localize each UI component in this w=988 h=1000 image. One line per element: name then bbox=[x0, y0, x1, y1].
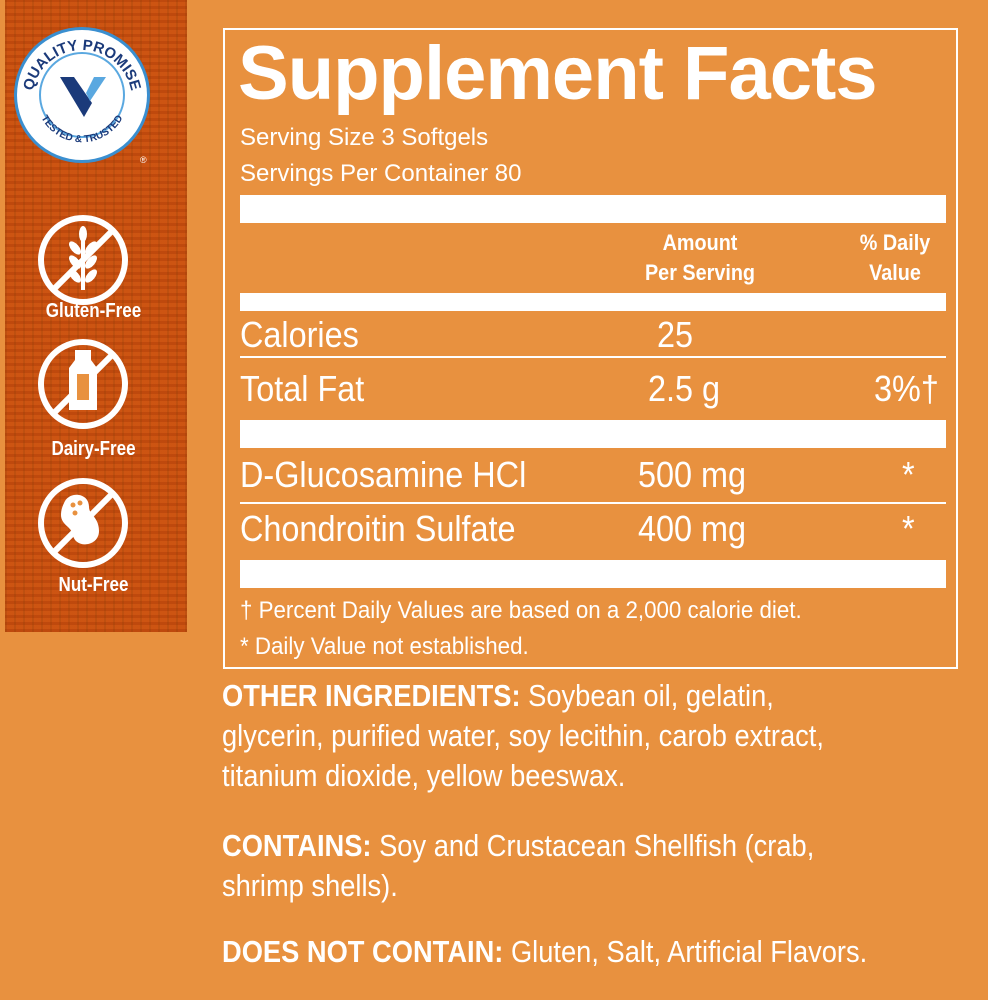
gluten-free-label: Gluten-Free bbox=[45, 300, 142, 322]
other-ingredients: OTHER INGREDIENTS: Soybean oil, gelatin,… bbox=[222, 678, 824, 793]
nut-free-label: Nut-Free bbox=[58, 574, 129, 596]
servings-per-container: Servings Per Container 80 bbox=[240, 160, 522, 187]
supplement-facts-panel bbox=[223, 28, 958, 669]
facts-title: Supplement Facts bbox=[238, 31, 878, 116]
row-name: Total Fat bbox=[240, 368, 365, 409]
dairy-free-label: Dairy-Free bbox=[51, 438, 136, 460]
no-milk-bottle-icon bbox=[38, 339, 128, 429]
registered-mark: ® bbox=[140, 155, 147, 165]
row-name: Chondroitin Sulfate bbox=[240, 508, 516, 549]
no-wheat-icon bbox=[38, 215, 128, 305]
does-not-contain: DOES NOT CONTAIN: Gluten, Salt, Artifici… bbox=[222, 934, 868, 969]
row-divider bbox=[240, 502, 946, 504]
row-dv: * bbox=[902, 454, 915, 495]
divider-bar bbox=[240, 195, 946, 223]
footnote-dv: † Percent Daily Values are based on a 2,… bbox=[240, 597, 802, 624]
row-dv: 3%† bbox=[874, 368, 939, 409]
contains: CONTAINS: Soy and Crustacean Shellfish (… bbox=[222, 828, 815, 903]
quality-promise-badge: QUALITY PROMISE TESTED & TRUSTED ® bbox=[14, 27, 150, 165]
serving-size: Serving Size 3 Softgels bbox=[240, 124, 489, 151]
row-amount: 500 mg bbox=[638, 454, 747, 495]
amount-header: Amount Per Serving bbox=[644, 230, 756, 285]
row-divider bbox=[240, 356, 946, 358]
row-name: D-Glucosamine HCl bbox=[240, 454, 527, 495]
row-amount: 2.5 g bbox=[648, 368, 721, 409]
divider-bar bbox=[240, 293, 946, 311]
footnote-not-established: * Daily Value not established. bbox=[240, 633, 529, 660]
dv-header: % Daily Value bbox=[859, 230, 931, 285]
row-amount: 25 bbox=[657, 314, 694, 355]
row-amount: 400 mg bbox=[638, 508, 747, 549]
divider-bar bbox=[240, 420, 946, 448]
no-peanut-icon bbox=[38, 478, 128, 568]
row-name: Calories bbox=[240, 314, 359, 355]
row-dv: * bbox=[902, 508, 915, 549]
divider-bar bbox=[240, 560, 946, 588]
